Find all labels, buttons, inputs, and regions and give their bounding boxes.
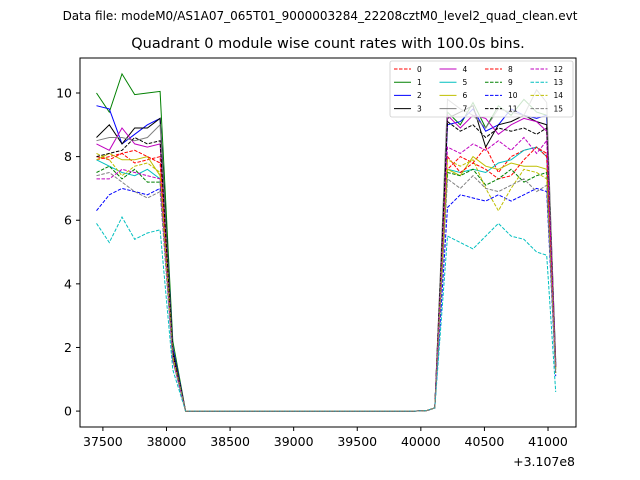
axes-frame [79, 57, 577, 428]
legend-entry-label: 3 [417, 104, 422, 113]
legend-entry-label: 5 [463, 78, 468, 87]
legend-entry-label: 7 [463, 104, 468, 113]
axis-ticks: 37500 38000 38500 39000 39500 40000 40500 41000… [56, 85, 568, 449]
x-tick-label: 39000 [274, 434, 314, 449]
y-tick-label: 4 [64, 276, 72, 291]
legend-entry-label: 0 [417, 65, 422, 74]
x-tick-label: 39500 [337, 434, 377, 449]
legend-entry-label: 4 [463, 65, 468, 74]
x-tick-label: 41000 [528, 434, 568, 449]
legend-entry-label: 14 [554, 91, 564, 100]
legend-entry-label: 8 [508, 65, 513, 74]
y-tick-label: 8 [64, 149, 72, 164]
y-tick-label: 10 [56, 85, 72, 100]
y-tick-label: 2 [64, 340, 72, 355]
x-tick-label: 38500 [210, 434, 250, 449]
legend-entry-label: 11 [508, 104, 518, 113]
x-tick-label: 37500 [83, 434, 123, 449]
chart-title: Quadrant 0 module wise count rates with … [131, 36, 525, 52]
series-line-15 [96, 171, 557, 412]
x-axis-offset-label: +3.107e8 [513, 454, 575, 469]
plot-layer [96, 72, 557, 412]
legend-entry-label: 10 [508, 91, 518, 100]
x-tick-label: 40500 [465, 434, 505, 449]
series-line-1 [96, 72, 557, 412]
series-line-13 [96, 216, 557, 412]
legend-entry-label: 1 [417, 78, 422, 87]
legend-entry-label: 12 [554, 65, 564, 74]
series-line-12 [96, 136, 557, 412]
legend-entry-label: 15 [554, 104, 564, 113]
legend-entry-label: 13 [554, 78, 564, 87]
y-tick-label: 0 [64, 404, 72, 419]
figure-suptitle: Data file: modeM0/AS1A07_065T01_90000032… [63, 9, 578, 23]
y-tick-label: 6 [64, 213, 72, 228]
x-tick-label: 38000 [147, 434, 187, 449]
x-tick-label: 40000 [401, 434, 441, 449]
legend-entry-label: 2 [417, 91, 422, 100]
legend-frame [389, 60, 574, 118]
legend-entry-label: 6 [463, 91, 468, 100]
legend-entry-label: 9 [508, 78, 513, 87]
